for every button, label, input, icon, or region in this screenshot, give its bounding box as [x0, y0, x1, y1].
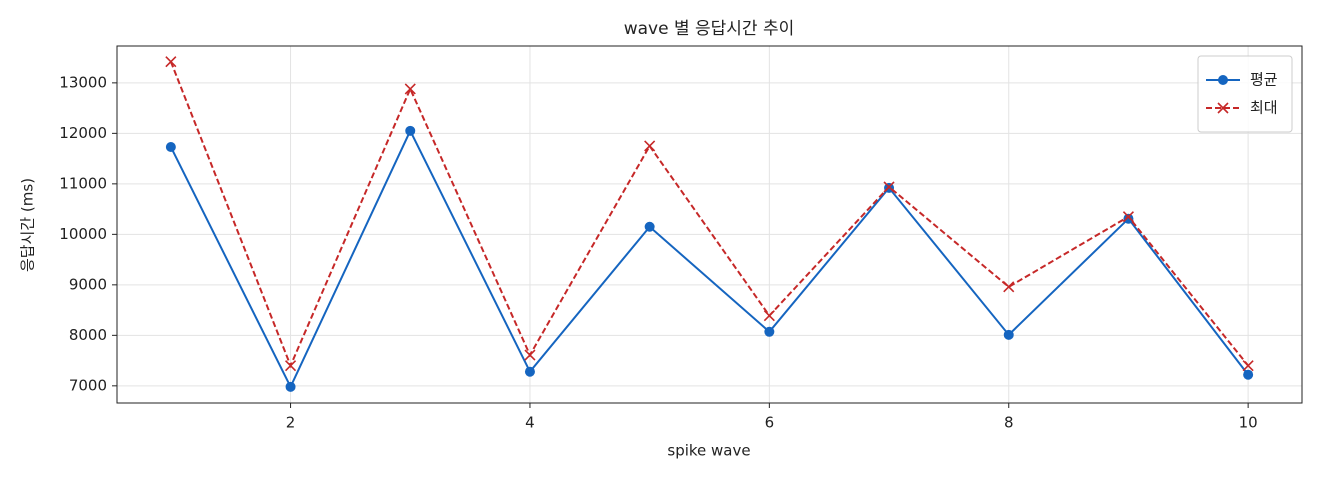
- series-line: [169, 128, 1249, 390]
- series-line: [169, 61, 1249, 369]
- y-tick-label: 9000: [69, 275, 107, 293]
- y-tick-label: 7000: [69, 376, 107, 394]
- point-marker: [285, 381, 296, 392]
- y-tick-label: 11000: [59, 174, 107, 192]
- point-marker: [165, 141, 176, 152]
- point-marker: [883, 181, 895, 193]
- point-marker: [524, 366, 535, 377]
- legend-box: [1197, 55, 1293, 133]
- point-marker: [763, 310, 775, 322]
- point-marker: [1003, 329, 1014, 340]
- x-tick-label: 2: [286, 414, 296, 432]
- plot-layer: [165, 56, 1254, 392]
- y-tick-label: 12000: [59, 124, 107, 142]
- x-tick-label: 4: [525, 414, 535, 432]
- point-marker: [1122, 211, 1135, 223]
- point-marker: [284, 360, 297, 372]
- y-axis-label: 응답시간 (ms): [19, 178, 37, 272]
- grid-layer: 7000 8000 9000 10000 11000 12000 13000 2 4 6 8 10: [59, 46, 1302, 432]
- legend-marker: [1218, 75, 1228, 85]
- point-marker: [1003, 281, 1015, 293]
- point-marker: [1242, 360, 1254, 372]
- legend-label: 최대: [1250, 99, 1278, 117]
- point-marker: [405, 125, 416, 136]
- point-marker: [524, 349, 536, 361]
- y-tick-label: 8000: [69, 326, 107, 344]
- point-marker: [1123, 213, 1134, 224]
- plot-frame: [116, 45, 1303, 404]
- point-marker: [165, 56, 177, 68]
- legend-marker: [1217, 102, 1229, 114]
- x-tick-label: 10: [1239, 414, 1258, 432]
- chart-title: wave 별 응답시간 추이: [624, 19, 795, 39]
- point-marker: [644, 140, 656, 152]
- x-axis-label: spike wave: [667, 442, 750, 460]
- point-marker: [1243, 369, 1254, 380]
- point-marker: [404, 83, 416, 95]
- y-tick-label: 13000: [59, 73, 107, 91]
- point-marker: [764, 326, 775, 337]
- x-tick-label: 6: [765, 414, 775, 432]
- point-marker: [644, 221, 655, 232]
- y-tick-label: 10000: [59, 225, 107, 243]
- legend-label: 평균: [1250, 71, 1278, 89]
- x-tick-label: 8: [1004, 414, 1014, 432]
